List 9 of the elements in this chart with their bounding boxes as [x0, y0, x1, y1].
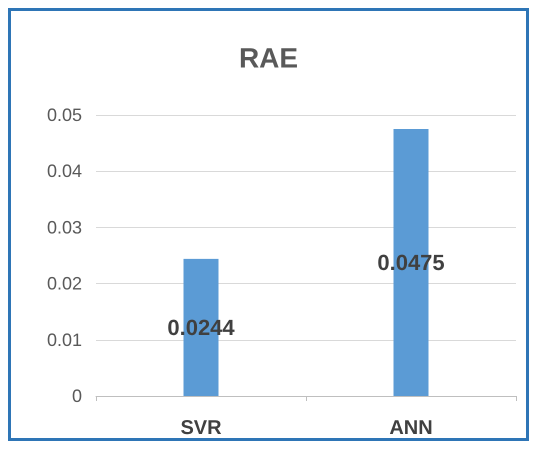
y-tick-label: 0.02: [46, 274, 82, 294]
x-tick-label: SVR: [180, 417, 222, 439]
y-tick-label: 0.03: [46, 217, 82, 238]
chart-title: RAE: [238, 42, 298, 74]
y-tick-label: 0.05: [46, 105, 82, 125]
y-tick-label: 0: [72, 386, 82, 406]
x-tick-label: ANN: [389, 417, 433, 439]
y-tick-label: 0.04: [46, 161, 82, 182]
y-tick-label: 0.01: [46, 330, 82, 350]
